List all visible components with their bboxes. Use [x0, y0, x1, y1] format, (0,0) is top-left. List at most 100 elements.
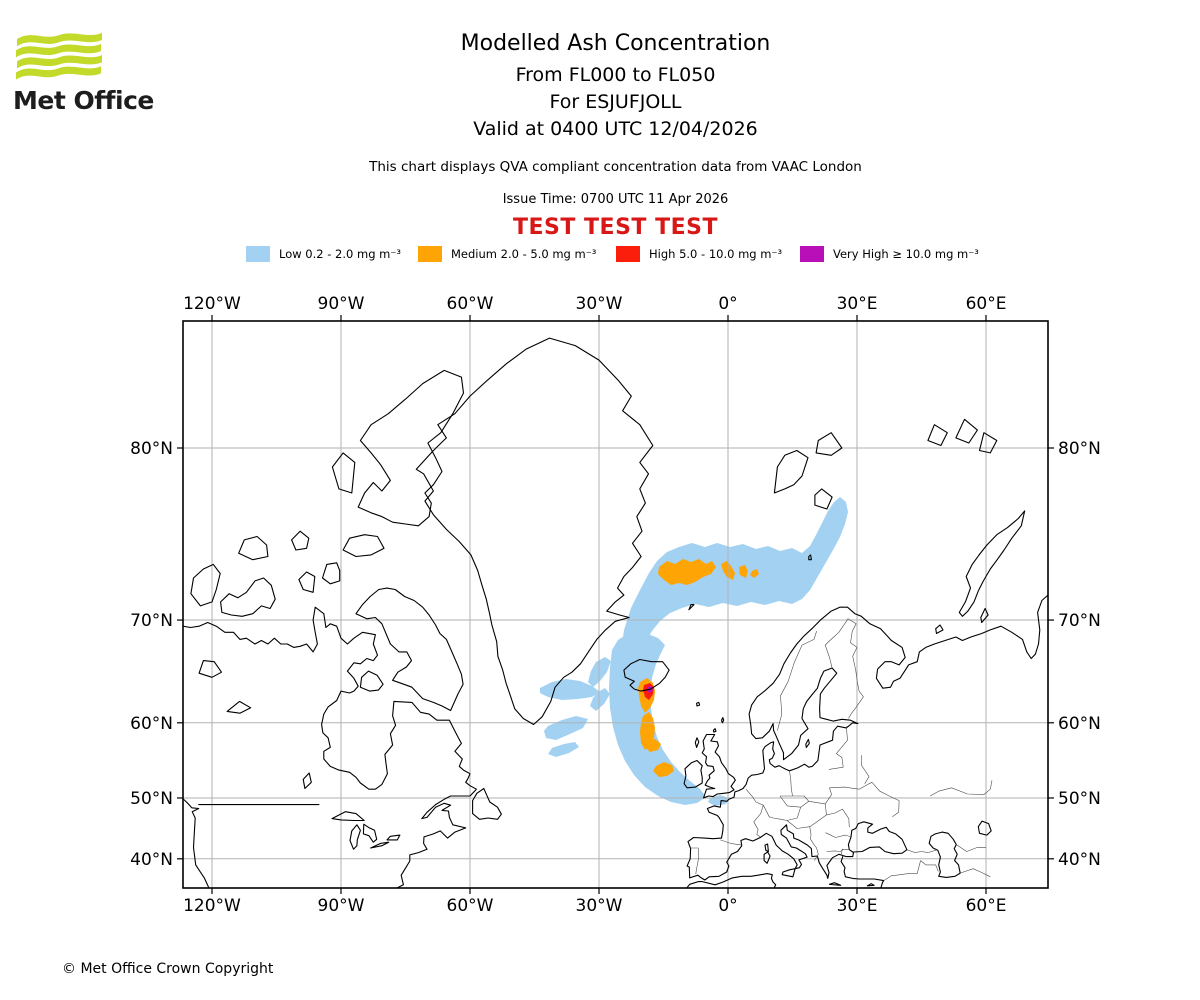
met-office-logo-waves-icon — [16, 32, 102, 80]
country-border-13 — [826, 848, 850, 852]
legend-label-low: Low 0.2 - 2.0 mg m⁻³ — [279, 247, 402, 261]
lon-label-top: 60°E — [966, 294, 1007, 314]
coastline-cyprus — [866, 883, 875, 887]
coastline-europe-mainland — [686, 606, 908, 881]
met-office-logo — [13, 28, 113, 86]
coastline-lake-ontario — [386, 834, 401, 841]
coastline-devon-island — [342, 534, 385, 558]
country-border-16 — [906, 849, 938, 853]
qva-compliance-note: This chart displays QVA compliant concen… — [369, 159, 862, 175]
country-border-22 — [824, 803, 827, 815]
country-border-0 — [777, 631, 817, 731]
lon-label-top: 60°W — [447, 294, 494, 314]
lon-label-bottom: 30°E — [837, 896, 878, 916]
coastline-banks-island — [190, 563, 221, 607]
country-border-2 — [838, 618, 864, 719]
copyright-notice: © Met Office Crown Copyright — [62, 961, 274, 977]
coastline-svalbard-spitsbergen — [773, 449, 809, 494]
coastline-gotland — [805, 738, 810, 748]
ash-area-medium-band-orange-4 — [750, 569, 759, 578]
ash-area-medium-plume-orange-d — [653, 762, 674, 777]
lon-label-top: 0° — [718, 294, 737, 314]
coastline-novaya-zemlya — [958, 510, 1026, 617]
country-border-24 — [960, 868, 991, 878]
coastline-baffin-island — [355, 587, 464, 712]
coastline-turkey-levant — [840, 856, 885, 888]
coastline-franz-josef-3 — [978, 432, 998, 454]
lat-label-right: 60°N — [1058, 714, 1101, 734]
country-border-17 — [920, 860, 939, 872]
met-office-logo-text: Met Office — [13, 86, 154, 115]
coastline-na-pacific — [183, 798, 210, 888]
country-border-9 — [763, 805, 801, 821]
country-border-10 — [786, 808, 850, 829]
ash-area-medium-plume-orange-c — [645, 739, 661, 752]
lon-label-bottom: 60°E — [966, 896, 1007, 916]
legend-swatch-high — [616, 246, 640, 262]
lat-label-left: 40°N — [130, 850, 173, 870]
legend-swatch-low — [246, 246, 270, 262]
coastline-southampton-island — [359, 670, 384, 692]
coastline-franz-josef-2 — [955, 418, 978, 444]
legend-swatch-veryhigh — [800, 246, 824, 262]
flight-levels-subtitle: From FL000 to FL050 — [515, 64, 716, 86]
map-frame — [182, 320, 1049, 889]
coastline-victoria-island — [220, 577, 276, 617]
coastline-great-britain — [701, 733, 736, 799]
coastline-svalbard-nordaustlandet — [815, 432, 843, 456]
lon-label-top: 30°E — [837, 294, 878, 314]
ash-area-low-iceland-ireland-plume — [609, 632, 706, 805]
test-banner: TEST TEST TEST — [513, 215, 718, 240]
coastline-lake-erie — [370, 841, 390, 849]
legend-item-high: High 5.0 - 10.0 mg m⁻³ — [616, 244, 782, 264]
country-border-15 — [871, 782, 900, 818]
coastline-ellesmere-island — [357, 369, 465, 527]
coastline-lake-michigan — [349, 824, 361, 850]
country-border-7 — [720, 839, 742, 846]
lat-label-right: 80°N — [1058, 439, 1101, 459]
lat-label-left: 60°N — [130, 714, 173, 734]
ash-area-low-sw-speck — [548, 742, 579, 757]
lon-label-bottom: 0° — [718, 896, 737, 916]
lat-label-right: 50°N — [1058, 789, 1101, 809]
coastline-sardinia — [763, 851, 771, 864]
ash-area-low-greenland-streak-upper — [540, 679, 600, 700]
coastline-bear-island — [808, 554, 812, 561]
coastline-corsica — [764, 843, 769, 853]
coastline-vaygach — [980, 607, 989, 624]
coastline-franz-josef-1 — [927, 424, 948, 447]
coastline-na-mainland — [183, 606, 477, 888]
country-border-4 — [789, 770, 793, 797]
map-canvas — [183, 321, 1048, 888]
country-border-14 — [808, 782, 873, 805]
chart-title: Modelled Ash Concentration — [460, 31, 771, 56]
coastline-newfoundland — [472, 787, 502, 820]
country-border-19 — [883, 860, 921, 881]
legend-item-medium: Medium 2.0 - 5.0 mg m⁻³ — [418, 244, 596, 264]
coastline-hebrides — [694, 737, 700, 748]
coastline-iceland — [623, 658, 670, 692]
lat-label-right: 70°N — [1058, 611, 1101, 631]
legend-label-high: High 5.0 - 10.0 mg m⁻³ — [649, 247, 783, 261]
country-border-18 — [929, 780, 993, 797]
country-border-8 — [690, 847, 700, 875]
country-border-3 — [828, 726, 848, 770]
country-border-6 — [745, 789, 764, 838]
lon-label-bottom: 30°W — [576, 896, 623, 916]
country-border-11 — [825, 832, 852, 838]
valid-time-subtitle: Valid at 0400 UTC 12/04/2026 — [473, 118, 758, 140]
country-border-12 — [809, 826, 819, 861]
ash-area-low-north-atlantic-band — [621, 497, 848, 663]
volcano-subtitle: For ESJUFJOLL — [549, 91, 682, 113]
ash-area-medium-band-orange-main — [658, 559, 716, 585]
coastline-somerset-island — [321, 562, 341, 585]
legend-item-veryhigh: Very High ≥ 10.0 mg m⁻³ — [800, 244, 979, 264]
concentration-legend: Low 0.2 - 2.0 mg m⁻³ Medium 2.0 - 5.0 mg … — [0, 244, 1200, 266]
coastline-melville-island — [238, 535, 269, 561]
coastline-great-bear-lake — [198, 660, 223, 678]
coastline-aral-sea — [977, 820, 992, 836]
country-border-21 — [861, 755, 870, 784]
lat-label-left: 50°N — [130, 789, 173, 809]
coastline-shetland — [720, 717, 725, 724]
coastline-axel-heiberg — [331, 452, 356, 494]
